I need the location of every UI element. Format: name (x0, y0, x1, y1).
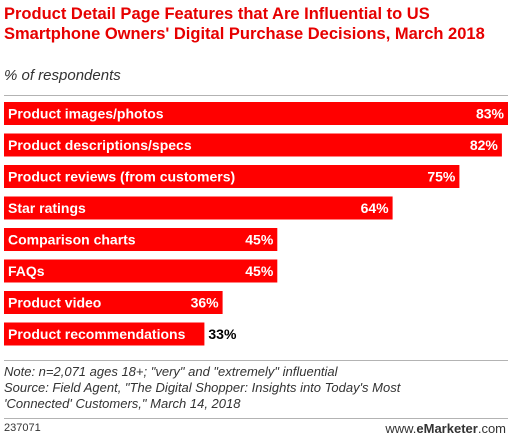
bar (4, 228, 278, 251)
source-line-1: Source: Field Agent, "The Digital Shoppe… (4, 380, 401, 395)
bar (4, 102, 508, 125)
source-line-2: 'Connected' Customers," March 14, 2018 (4, 396, 241, 411)
brand-link[interactable]: www.eMarketer.com (385, 421, 506, 436)
chart-id: 237071 (4, 422, 41, 434)
bar (4, 322, 205, 346)
value-label: 75% (427, 169, 456, 185)
bar (4, 291, 223, 314)
bar (4, 259, 278, 283)
chart-notes: Note: n=2,071 ages 18+; "very" and "extr… (4, 364, 508, 412)
category-label: Product video (8, 295, 101, 311)
category-label: Product descriptions/specs (8, 137, 192, 153)
bar (4, 196, 393, 220)
footer-divider (4, 418, 508, 419)
category-label: Product images/photos (8, 106, 164, 122)
note-text: Note: n=2,071 ages 18+; "very" and "extr… (4, 364, 338, 379)
brand-prefix: www. (385, 421, 417, 436)
bar-chart: 83% Product images/photos 82% Product descr… (4, 102, 508, 346)
value-label: 45% (245, 263, 274, 279)
value-label: 33% (208, 326, 237, 342)
brand-name: eMarketer (416, 421, 478, 436)
category-label: FAQs (8, 263, 45, 279)
brand-suffix: .com (477, 421, 506, 436)
value-label: 45% (245, 232, 274, 248)
chart-subtitle: % of respondents (4, 67, 121, 84)
category-label: Product reviews (from customers) (8, 169, 235, 185)
bottom-divider (4, 360, 508, 361)
category-label: Star ratings (8, 200, 86, 216)
value-label: 36% (191, 295, 220, 311)
chart-title: Product Detail Page Features that Are In… (4, 5, 485, 43)
category-label: Product recommendations (8, 326, 186, 342)
value-label: 82% (470, 137, 499, 153)
bar (4, 133, 502, 157)
top-divider (4, 95, 508, 96)
value-label: 64% (361, 200, 390, 216)
value-label: 83% (476, 106, 505, 122)
category-label: Comparison charts (8, 232, 136, 248)
bar (4, 165, 460, 188)
